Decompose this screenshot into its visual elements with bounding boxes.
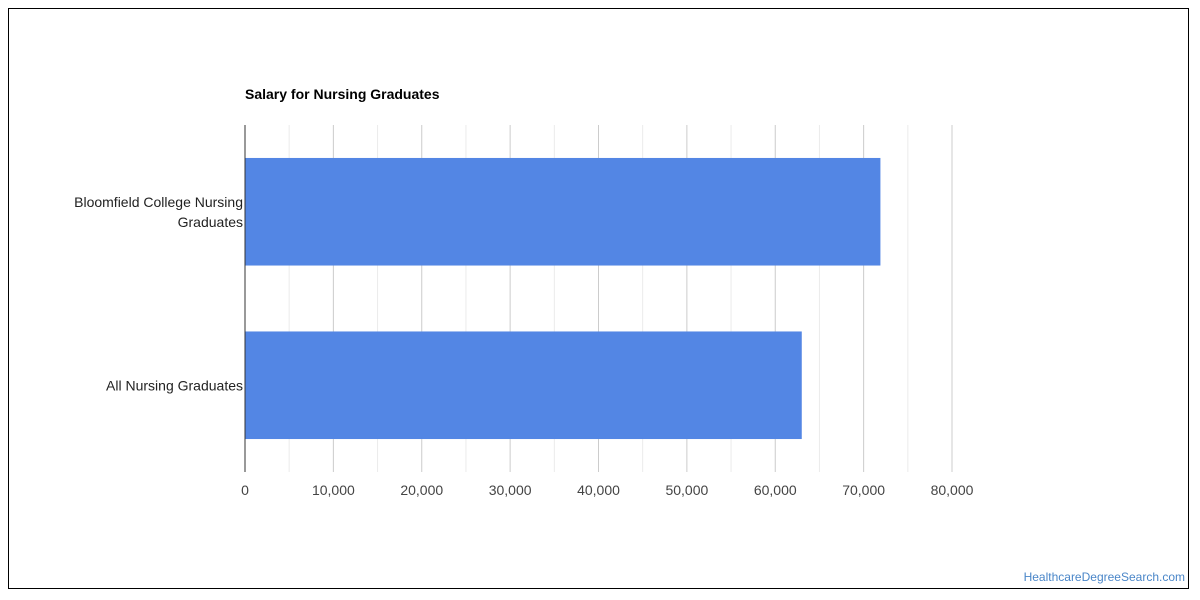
category-label: All Nursing Graduates <box>106 377 243 393</box>
chart-title: Salary for Nursing Graduates <box>245 86 440 102</box>
x-tick-label: 40,000 <box>577 482 620 498</box>
source-watermark[interactable]: HealthcareDegreeSearch.com <box>1023 570 1185 584</box>
x-tick-label: 30,000 <box>489 482 532 498</box>
x-tick-label: 20,000 <box>400 482 443 498</box>
x-tick-label: 70,000 <box>842 482 885 498</box>
category-label: Bloomfield College Nursing Graduates <box>74 194 243 230</box>
bar <box>245 331 802 440</box>
x-tick-label: 50,000 <box>665 482 708 498</box>
x-tick-label: 60,000 <box>754 482 797 498</box>
x-tick-label: 80,000 <box>931 482 974 498</box>
x-tick-label: 10,000 <box>312 482 355 498</box>
x-tick-label: 0 <box>241 482 249 498</box>
bar <box>245 157 881 266</box>
